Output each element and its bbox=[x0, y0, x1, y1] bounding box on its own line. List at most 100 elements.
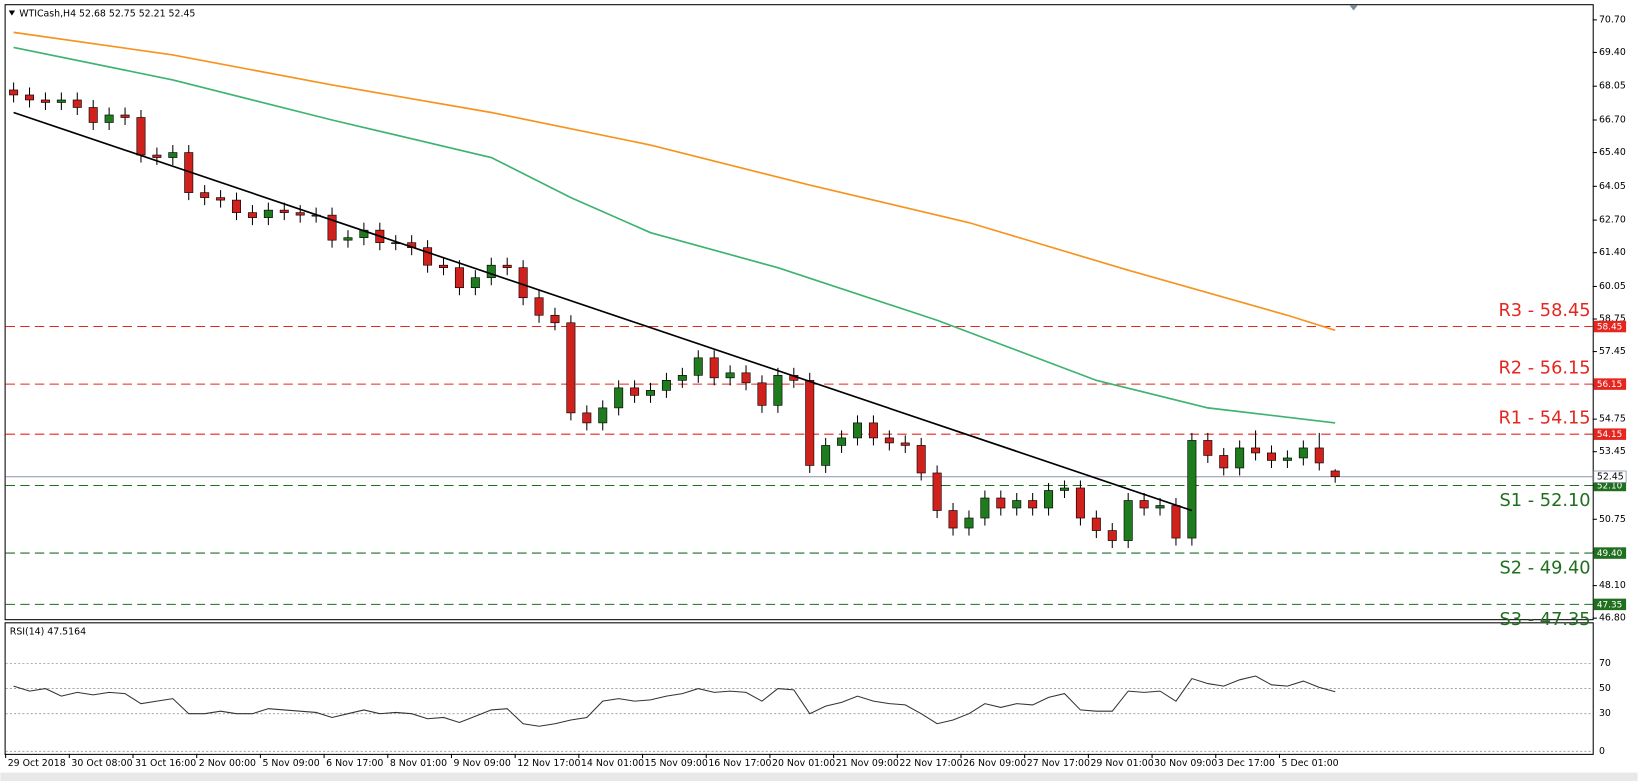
last-price-label: 52.45 bbox=[1597, 472, 1624, 483]
x-tick-label: 30 Oct 08:00 bbox=[71, 758, 132, 769]
candle-body bbox=[343, 237, 353, 241]
candle-body bbox=[1139, 500, 1149, 509]
candle-body bbox=[88, 107, 98, 123]
x-tick-label: 15 Nov 09:00 bbox=[645, 758, 708, 769]
y-tick-label: 66.70 bbox=[1599, 115, 1626, 126]
candle-body bbox=[72, 99, 82, 108]
candle-body bbox=[932, 472, 942, 511]
rsi-line bbox=[13, 675, 1336, 727]
candle-body bbox=[1123, 500, 1133, 541]
candle-body bbox=[486, 264, 496, 279]
candle-body bbox=[1044, 490, 1054, 509]
x-tick-label: 9 Nov 09:00 bbox=[454, 758, 511, 769]
candle-body bbox=[1282, 457, 1292, 461]
last-price-box bbox=[1593, 470, 1627, 483]
x-tick-label: 21 Nov 09:00 bbox=[836, 758, 899, 769]
level-label: R2 - 56.15 bbox=[1498, 358, 1590, 378]
level-axis-box bbox=[1593, 378, 1627, 390]
candle-body bbox=[534, 297, 544, 316]
level-label: S1 - 52.10 bbox=[1500, 491, 1591, 511]
candle-body bbox=[916, 445, 926, 474]
level-axis-box bbox=[1593, 428, 1627, 440]
candle-body bbox=[136, 117, 146, 156]
candle-body bbox=[1107, 530, 1117, 541]
candle-body bbox=[454, 267, 464, 289]
candle-body bbox=[56, 99, 66, 103]
y-tick-label: 62.70 bbox=[1599, 215, 1626, 226]
level-label: R1 - 54.15 bbox=[1498, 409, 1590, 429]
candle-body bbox=[1203, 440, 1213, 456]
candle-body bbox=[1219, 455, 1229, 469]
x-tick-label: 6 Nov 17:00 bbox=[326, 758, 383, 769]
symbol: WTICash,H4 bbox=[19, 8, 76, 19]
candle-body bbox=[884, 437, 894, 444]
candle-body bbox=[327, 214, 337, 241]
y-tick-label: 60.05 bbox=[1599, 281, 1626, 292]
candle-body bbox=[263, 209, 273, 218]
x-tick-label: 30 Nov 09:00 bbox=[1154, 758, 1217, 769]
level-axis-label: 54.15 bbox=[1597, 430, 1622, 440]
close: 52.45 bbox=[169, 8, 196, 19]
candle-body bbox=[566, 322, 576, 414]
x-tick-label: 2 Nov 00:00 bbox=[199, 758, 256, 769]
candle-body bbox=[773, 375, 783, 406]
main-frame bbox=[4, 4, 1594, 621]
level-axis-box bbox=[1593, 547, 1627, 559]
y-tick-label: 54.75 bbox=[1599, 414, 1626, 425]
y-tick-label: 64.05 bbox=[1599, 181, 1626, 192]
x-tick-label: 27 Nov 17:00 bbox=[1027, 758, 1090, 769]
candle-body bbox=[1060, 487, 1069, 491]
y-tick-label: 65.40 bbox=[1599, 147, 1626, 158]
rsi-title: RSI(14) bbox=[10, 626, 44, 637]
rsi-tick-label: 0 bbox=[1599, 746, 1605, 757]
candle-body bbox=[279, 209, 289, 213]
candle-body bbox=[1187, 440, 1197, 539]
rsi-last: 47.5164 bbox=[47, 626, 86, 637]
rsi-frame bbox=[4, 622, 1594, 755]
level-axis-label: 47.35 bbox=[1597, 600, 1622, 610]
x-tick-label: 12 Nov 17:00 bbox=[517, 758, 580, 769]
candle-body bbox=[200, 192, 210, 198]
candle-body bbox=[741, 372, 751, 384]
candle-body bbox=[630, 387, 640, 396]
rsi-tick-label: 50 bbox=[1599, 683, 1611, 694]
candle-body bbox=[1330, 470, 1340, 478]
candle-body bbox=[423, 247, 433, 266]
candle-body bbox=[168, 152, 178, 158]
level-axis-label: 56.15 bbox=[1597, 380, 1622, 390]
candle-body bbox=[646, 390, 655, 396]
level-axis-box bbox=[1593, 598, 1627, 611]
candle-body bbox=[853, 422, 862, 439]
candle-body bbox=[614, 387, 624, 409]
x-tick-label: 26 Nov 09:00 bbox=[963, 758, 1026, 769]
level-label: R3 - 58.45 bbox=[1498, 301, 1590, 321]
x-tick-label: 8 Nov 01:00 bbox=[390, 758, 447, 769]
x-tick-label: 29 Oct 2018 bbox=[8, 758, 66, 769]
x-tick-label: 5 Nov 09:00 bbox=[262, 758, 319, 769]
candle-body bbox=[502, 264, 512, 269]
level-axis-box bbox=[1593, 479, 1627, 492]
candle-body bbox=[1314, 447, 1324, 464]
level-axis-label: 49.40 bbox=[1597, 549, 1623, 559]
chart-header: WTICash,H4 52.68 52.75 52.21 52.45 bbox=[19, 8, 195, 19]
moving-average bbox=[13, 31, 1336, 332]
candle-body bbox=[152, 154, 162, 158]
candle-body bbox=[996, 497, 1006, 509]
candle-body bbox=[232, 199, 242, 213]
level-axis-label: 52.10 bbox=[1597, 482, 1623, 492]
y-tick-label: 61.40 bbox=[1599, 247, 1626, 258]
candle-body bbox=[1298, 447, 1308, 459]
moving-average bbox=[13, 46, 1336, 424]
x-tick-label: 31 Oct 16:00 bbox=[135, 758, 196, 769]
candle-body bbox=[1235, 447, 1245, 469]
candle-body bbox=[1251, 447, 1261, 454]
low: 52.21 bbox=[139, 8, 166, 19]
candle-body bbox=[693, 357, 703, 376]
candle-body bbox=[725, 372, 735, 379]
y-tick-label: 46.80 bbox=[1599, 613, 1626, 624]
y-tick-label: 69.40 bbox=[1599, 47, 1626, 58]
level-axis-box bbox=[1593, 320, 1627, 333]
candle-body bbox=[964, 517, 974, 529]
y-tick-label: 50.75 bbox=[1599, 514, 1626, 525]
